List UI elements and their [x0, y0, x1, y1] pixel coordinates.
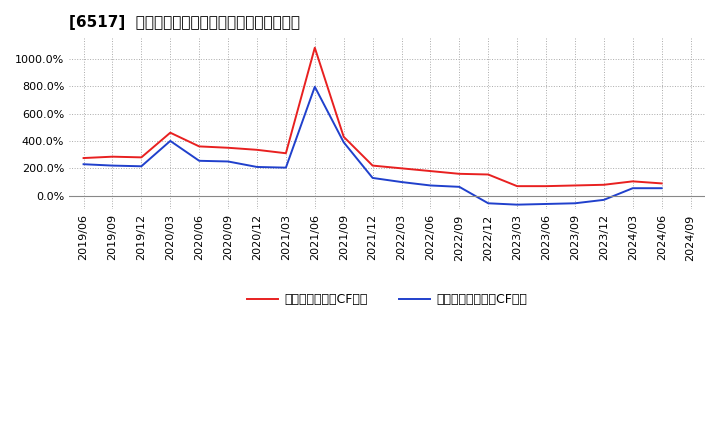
有利子負債営業CF比率 — [600, 182, 608, 187]
有利子負債フリーCF比率 — [108, 163, 117, 168]
有利子負債営業CF比率 — [629, 179, 637, 184]
有利子負債営業CF比率 — [541, 183, 550, 189]
有利子負債フリーCF比率 — [253, 164, 261, 169]
有利子負債営業CF比率 — [79, 155, 88, 161]
有利子負債営業CF比率 — [484, 172, 492, 177]
有利子負債フリーCF比率 — [513, 202, 521, 207]
有利子負債営業CF比率 — [339, 134, 348, 139]
有利子負債営業CF比率 — [455, 171, 464, 176]
有利子負債営業CF比率 — [108, 154, 117, 159]
有利子負債フリーCF比率 — [369, 175, 377, 180]
有利子負債営業CF比率 — [513, 183, 521, 189]
有利子負債フリーCF比率 — [600, 197, 608, 202]
有利子負債フリーCF比率 — [195, 158, 204, 163]
有利子負債フリーCF比率 — [397, 180, 406, 185]
有利子負債フリーCF比率 — [484, 201, 492, 206]
有利子負債営業CF比率 — [571, 183, 580, 188]
有利子負債フリーCF比率 — [282, 165, 290, 170]
有利子負債営業CF比率 — [282, 150, 290, 156]
有利子負債フリーCF比率 — [541, 202, 550, 207]
有利子負債フリーCF比率 — [137, 164, 145, 169]
有利子負債営業CF比率 — [195, 144, 204, 149]
有利子負債営業CF比率 — [253, 147, 261, 153]
有利子負債フリーCF比率 — [310, 84, 319, 89]
Legend: 有利子負債営業CF比率, 有利子負債フリーCF比率: 有利子負債営業CF比率, 有利子負債フリーCF比率 — [242, 288, 532, 311]
有利子負債フリーCF比率 — [629, 186, 637, 191]
有利子負債営業CF比率 — [657, 181, 666, 186]
有利子負債フリーCF比率 — [657, 186, 666, 191]
有利子負債フリーCF比率 — [426, 183, 435, 188]
有利子負債営業CF比率 — [426, 169, 435, 174]
Text: [6517]  有利子負債キャッシュフロー比率の推移: [6517] 有利子負債キャッシュフロー比率の推移 — [69, 15, 300, 30]
Line: 有利子負債フリーCF比率: 有利子負債フリーCF比率 — [84, 87, 662, 205]
有利子負債営業CF比率 — [137, 155, 145, 160]
有利子負債営業CF比率 — [369, 163, 377, 168]
有利子負債フリーCF比率 — [339, 139, 348, 145]
有利子負債営業CF比率 — [224, 145, 233, 150]
有利子負債営業CF比率 — [397, 166, 406, 171]
有利子負債フリーCF比率 — [224, 159, 233, 164]
Line: 有利子負債営業CF比率: 有利子負債営業CF比率 — [84, 48, 662, 186]
有利子負債フリーCF比率 — [79, 161, 88, 167]
有利子負債営業CF比率 — [310, 45, 319, 50]
有利子負債営業CF比率 — [166, 130, 174, 136]
有利子負債フリーCF比率 — [455, 184, 464, 190]
有利子負債フリーCF比率 — [571, 201, 580, 206]
有利子負債フリーCF比率 — [166, 138, 174, 143]
